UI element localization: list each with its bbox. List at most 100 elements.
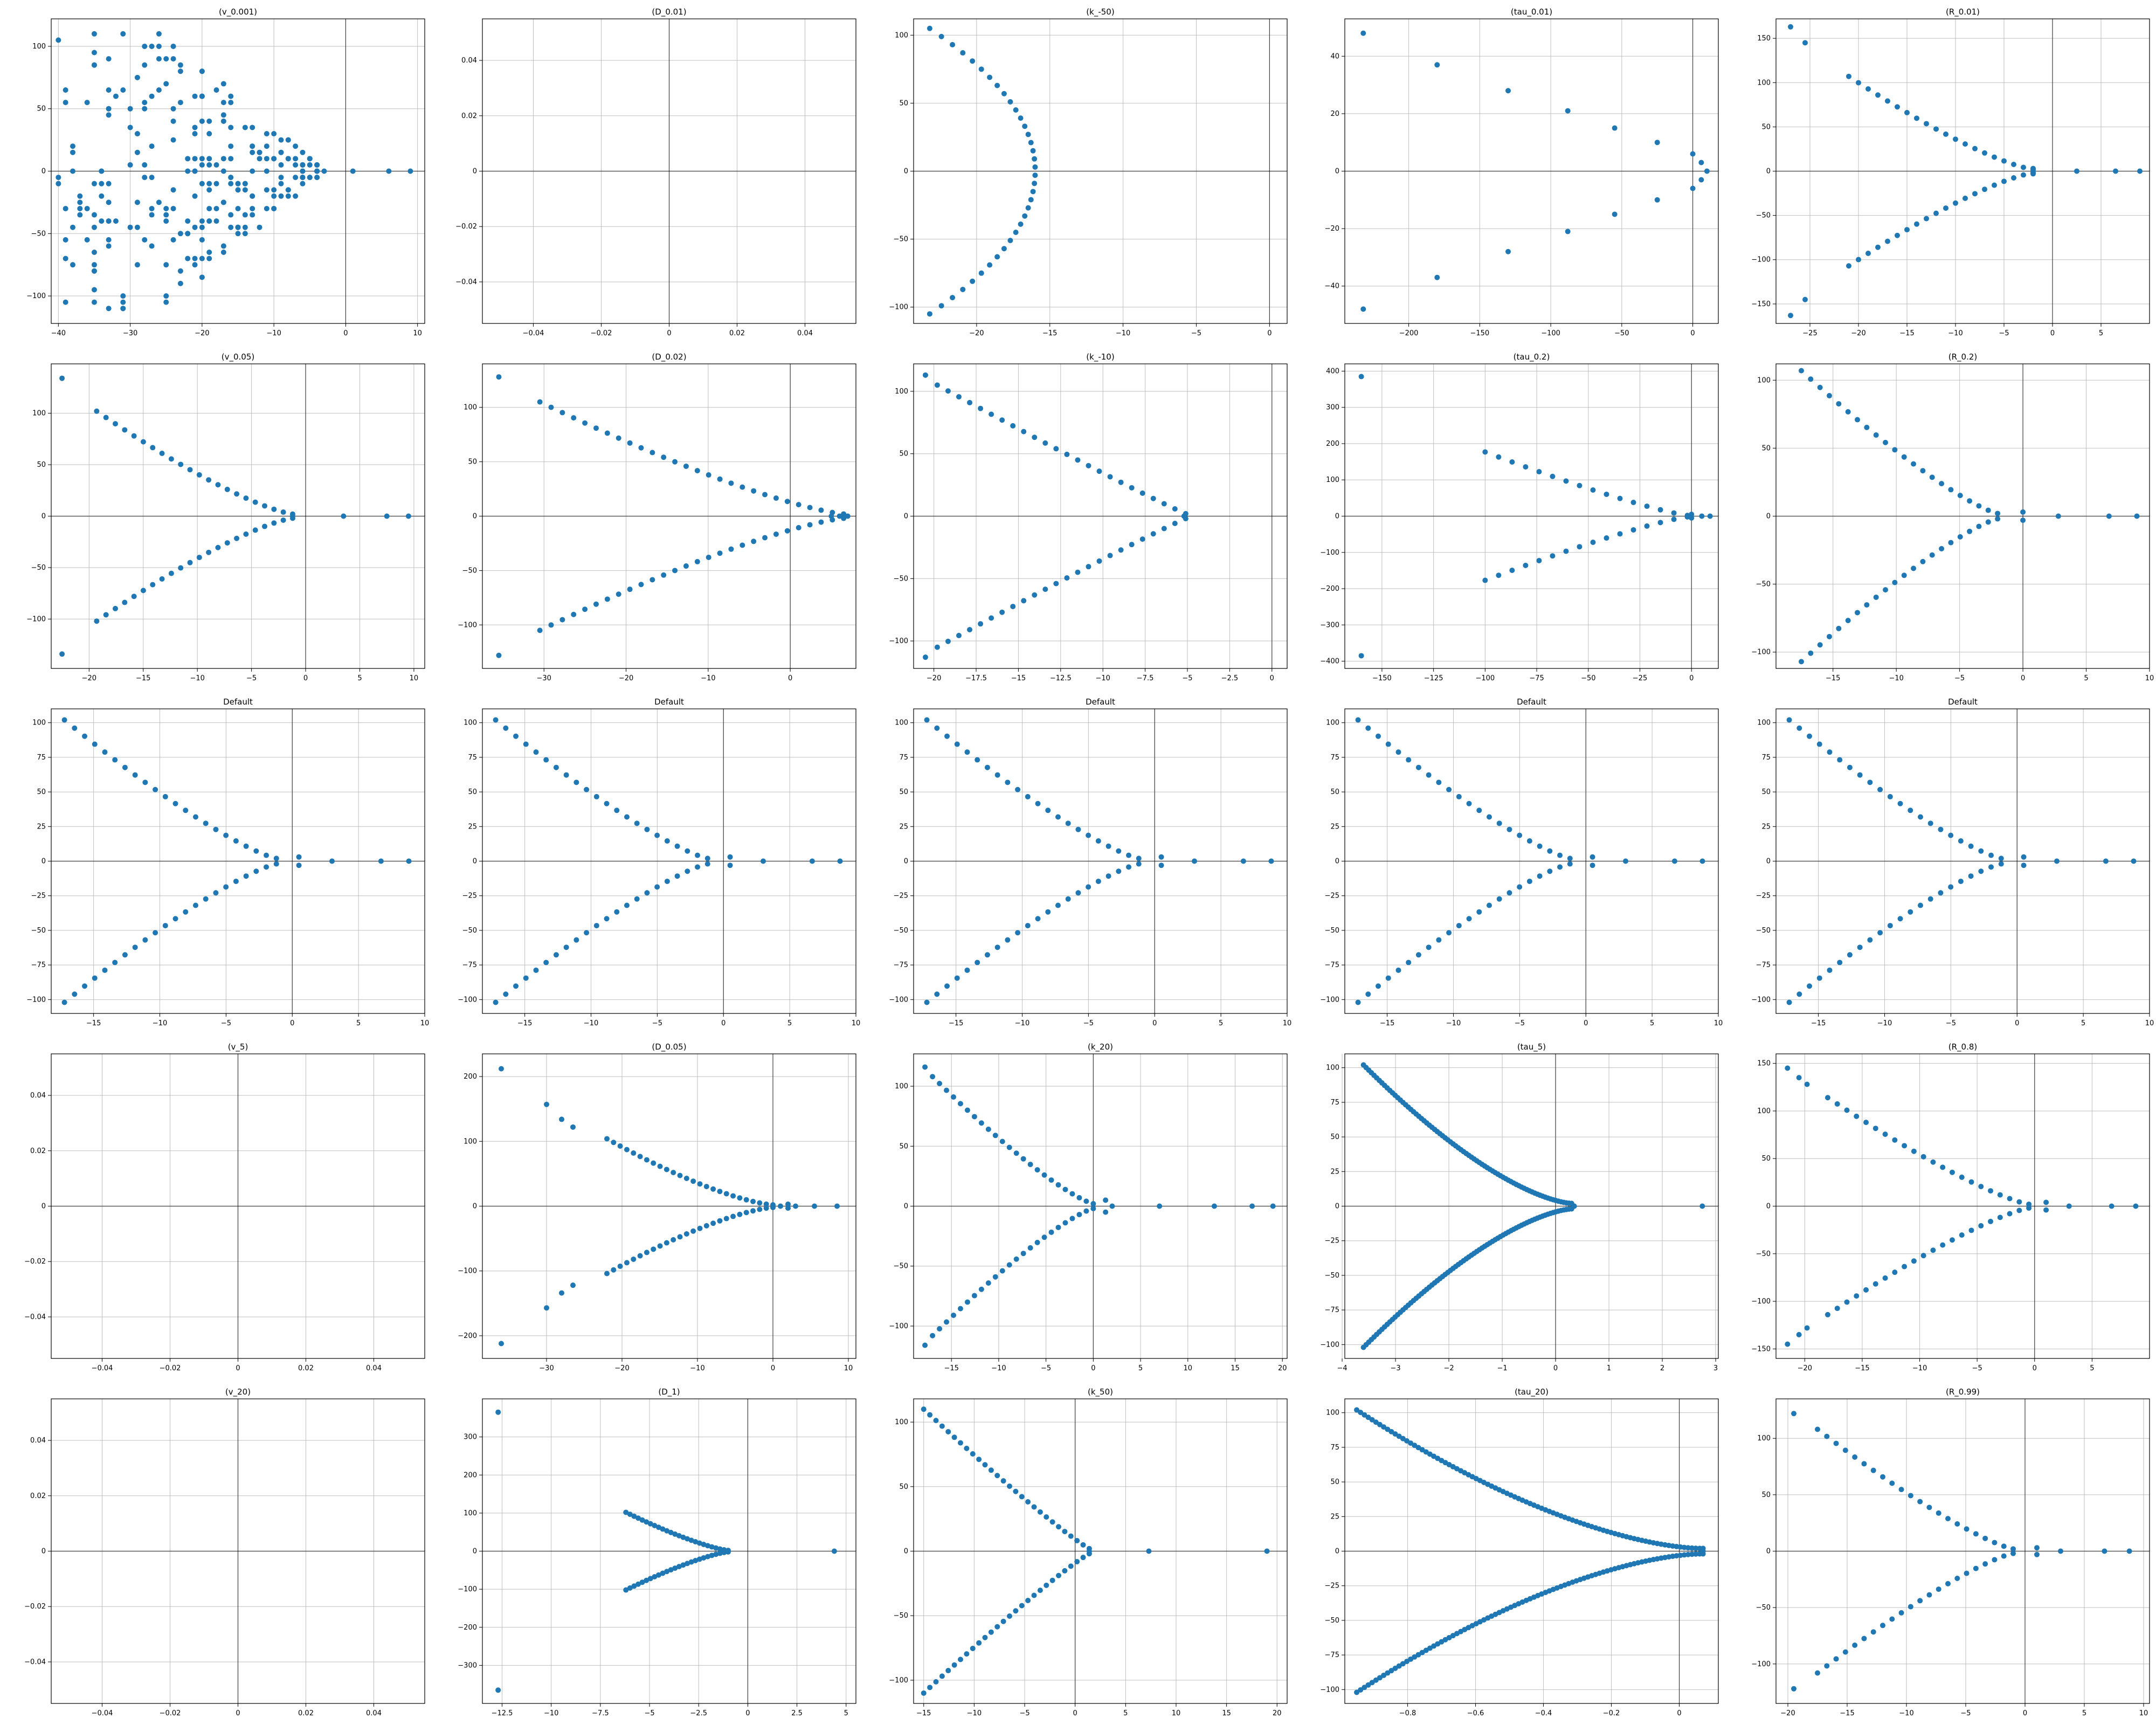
data-point	[1385, 1670, 1391, 1676]
data-point	[1268, 858, 1274, 864]
data-point	[199, 162, 205, 168]
data-point	[1083, 1208, 1089, 1214]
x-tick-label: −20	[1851, 329, 1865, 337]
data-point	[717, 1189, 723, 1195]
data-point	[199, 256, 205, 261]
data-point	[1013, 1256, 1019, 1262]
data-point	[1988, 1218, 1994, 1224]
data-point	[984, 952, 990, 958]
data-point	[1577, 482, 1583, 488]
data-point	[1354, 1407, 1360, 1413]
data-point	[1161, 501, 1167, 507]
data-point	[63, 256, 68, 261]
x-tick-label: −5	[1182, 674, 1192, 682]
data-point	[1863, 1287, 1869, 1293]
data-point	[1908, 1604, 1913, 1610]
y-tick-label: 50	[1330, 788, 1339, 796]
x-tick-label: −15	[517, 1019, 532, 1027]
data-point	[1086, 832, 1091, 838]
data-point	[1842, 1649, 1848, 1655]
y-tick-label: −50	[462, 567, 477, 575]
y-tick-label: 0	[1766, 1548, 1771, 1556]
x-tick-label: 0	[745, 1709, 750, 1717]
data-point	[1434, 62, 1440, 68]
data-point	[1887, 923, 1893, 929]
data-point	[215, 482, 221, 488]
data-point	[1957, 493, 1963, 499]
subplot-title: (k_50)	[1088, 1387, 1113, 1397]
data-point	[206, 162, 212, 168]
data-point	[1962, 195, 1968, 201]
data-point	[727, 854, 733, 860]
data-point	[134, 149, 140, 155]
data-point	[672, 1531, 678, 1537]
data-point	[1968, 1227, 1974, 1233]
data-point	[1885, 238, 1890, 244]
subplot-title: Default	[223, 697, 253, 707]
data-point	[634, 896, 640, 902]
data-point	[635, 1581, 641, 1587]
data-point	[1827, 633, 1832, 639]
x-tick-label: −15	[1826, 674, 1840, 682]
y-tick-label: 0	[1335, 1203, 1339, 1211]
data-point	[1139, 536, 1145, 542]
y-tick-label: 0	[904, 858, 908, 866]
data-point	[153, 786, 158, 792]
data-point	[1802, 40, 1808, 46]
data-point	[149, 143, 155, 149]
data-point	[570, 1124, 576, 1130]
data-point	[1395, 967, 1401, 973]
data-point	[163, 299, 169, 305]
data-point	[1076, 1195, 1082, 1200]
data-point	[1817, 384, 1823, 390]
data-point	[994, 772, 1000, 778]
data-point	[1914, 221, 1919, 227]
data-point	[1354, 1689, 1360, 1695]
data-point	[213, 162, 219, 168]
data-point	[999, 609, 1005, 615]
data-point	[278, 162, 284, 168]
data-point	[721, 1549, 727, 1555]
data-point	[159, 576, 165, 582]
data-point	[1509, 567, 1515, 573]
y-tick-label: 150	[1757, 1060, 1771, 1068]
data-point	[278, 181, 284, 187]
data-point	[631, 1256, 637, 1262]
data-point	[1080, 1542, 1086, 1548]
data-point	[1671, 516, 1677, 522]
data-point	[604, 1271, 610, 1276]
data-point	[170, 118, 176, 124]
data-point	[1995, 510, 2001, 516]
data-point	[537, 627, 543, 633]
x-tick-label: −15	[1011, 674, 1026, 682]
data-point	[837, 513, 842, 519]
data-point	[1377, 1422, 1383, 1427]
data-point	[971, 1114, 977, 1120]
y-tick-label: −200	[1320, 585, 1339, 593]
y-tick-label: −0.02	[455, 223, 477, 231]
data-point	[127, 224, 133, 230]
data-point	[1901, 454, 1907, 460]
x-tick-label: −5	[1019, 1709, 1029, 1717]
y-tick-label: −50	[894, 236, 908, 244]
data-point	[573, 937, 579, 943]
data-point	[183, 808, 189, 813]
y-tick-label: −40	[1325, 282, 1339, 291]
data-point	[1816, 741, 1822, 747]
y-tick-label: 0.04	[30, 1092, 46, 1100]
data-point	[740, 542, 745, 548]
data-point	[1968, 843, 1974, 849]
data-point	[1517, 884, 1523, 890]
data-point	[220, 118, 226, 124]
data-point	[611, 1140, 617, 1146]
data-point	[1505, 88, 1511, 94]
data-point	[102, 967, 108, 973]
data-point	[1700, 1551, 1706, 1557]
data-point	[657, 1243, 663, 1249]
data-point	[1968, 873, 1974, 879]
data-point	[1875, 92, 1881, 98]
data-point	[300, 181, 306, 187]
data-point	[142, 779, 148, 785]
data-point	[989, 411, 994, 417]
data-point	[1847, 952, 1853, 958]
